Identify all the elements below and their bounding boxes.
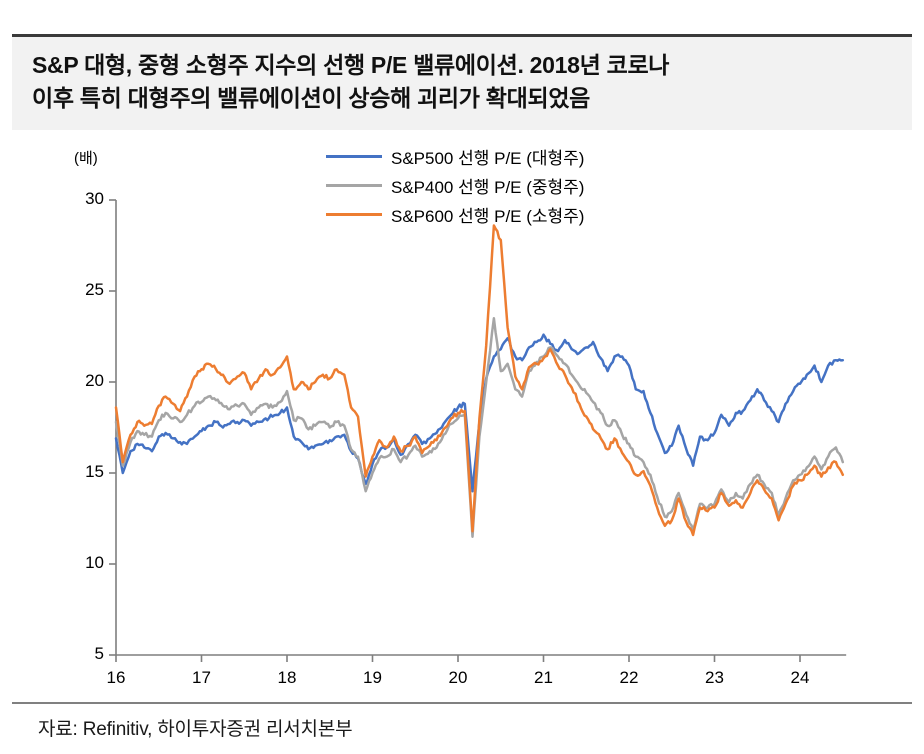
legend-item-sp600: S&P600 선행 P/E (소형주) (326, 200, 584, 229)
y-tick-label-5: 5 (94, 644, 104, 663)
legend-label-sp500: S&P500 선행 P/E (대형주) (391, 149, 585, 168)
x-tick-label-24: 24 (790, 668, 810, 687)
x-tick-label-18: 18 (277, 668, 297, 687)
legend-swatch-sp400-line (326, 184, 382, 187)
legend-swatch-sp500-line (326, 155, 382, 158)
x-tick-label-23: 23 (705, 668, 724, 687)
y-tick-label-25: 25 (85, 280, 104, 299)
legend-item-sp400: S&P400 선행 P/E (중형주) (326, 171, 584, 200)
legend: S&P500 선행 P/E (대형주) S&P400 선행 P/E (중형주) … (326, 142, 584, 229)
title-panel: S&P 대형, 중형 소형주 지수의 선행 P/E 밸류에이션. 2018년 코… (12, 34, 912, 131)
y-tick-label-30: 30 (85, 189, 104, 208)
x-tick-label-16: 16 (106, 668, 126, 687)
page-title-line-2: 이후 특히 대형주의 밸류에이션이 상승해 괴리가 확대되었음 (32, 84, 591, 111)
divider-line (12, 702, 912, 704)
y-axis-unit-label: (배) (74, 150, 98, 167)
legend-swatch-sp600-line (326, 213, 382, 216)
x-tick-label-20: 20 (448, 668, 468, 687)
legend-label-sp600: S&P600 선행 P/E (소형주) (391, 207, 585, 226)
series-line-2 (114, 224, 845, 537)
x-tick-label-21: 21 (534, 668, 553, 687)
source-text: 자료: Refinitiv, 하이투자증권 리서치본부 (38, 719, 353, 740)
x-tick-label-17: 17 (192, 668, 211, 687)
legend-item-sp500: S&P500 선행 P/E (대형주) (326, 142, 584, 171)
x-tick-label-19: 19 (363, 668, 382, 687)
y-tick-label-20: 20 (85, 371, 104, 390)
y-tick-label-15: 15 (85, 462, 104, 481)
legend-label-sp400: S&P400 선행 P/E (중형주) (391, 178, 585, 197)
series-lines (114, 224, 845, 538)
page-title-line-1: S&P 대형, 중형 소형주 지수의 선행 P/E 밸류에이션. 2018년 코… (32, 52, 670, 78)
y-tick-label-10: 10 (85, 553, 104, 572)
x-tick-label-22: 22 (619, 668, 639, 687)
